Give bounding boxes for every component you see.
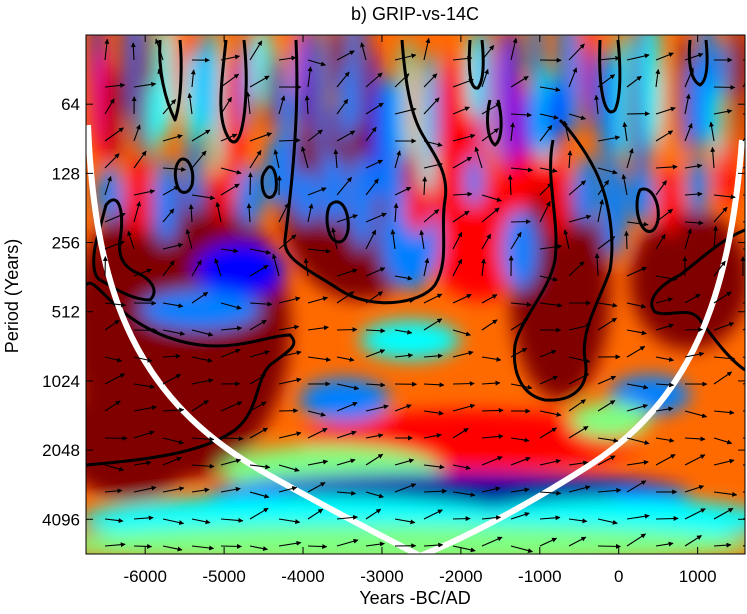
chart-title: b) GRIP-vs-14C: [351, 4, 479, 24]
phase-arrow: [221, 438, 243, 439]
phase-arrow: [453, 384, 474, 385]
short-period-stripe: [307, 73, 319, 170]
y-tick-label: 4096: [42, 510, 80, 529]
short-period-stripe: [587, 47, 598, 130]
short-period-stripe: [265, 55, 280, 129]
plot-area: [40, 0, 747, 565]
y-tick-label: 256: [52, 234, 80, 253]
y-tick-label: 64: [61, 95, 80, 114]
heat-region: [60, 380, 200, 500]
y-tick-label: 128: [52, 164, 80, 183]
short-period-stripe: [507, 31, 518, 99]
short-period-stripe: [715, 38, 728, 100]
x-tick-label: 1000: [679, 567, 717, 586]
y-tick-label: 1024: [42, 372, 80, 391]
cool-region: [195, 242, 285, 298]
phase-arrow: [482, 410, 503, 411]
phase-arrow: [714, 87, 735, 88]
phase-arrow: [598, 546, 621, 547]
stripe-tail: [378, 149, 403, 207]
x-tick-label: -3000: [360, 567, 403, 586]
stripe-tail: [321, 154, 347, 225]
phase-arrow: [685, 330, 703, 331]
x-tick-label: 0: [614, 567, 623, 586]
phase-arrow: [308, 546, 327, 547]
y-axis-label: Period (Years): [2, 239, 22, 353]
short-period-stripe: [198, 29, 211, 131]
cool-region: [140, 290, 260, 330]
x-tick-label: -2000: [439, 567, 482, 586]
short-period-stripe: [96, 56, 112, 170]
stripe-tail: [522, 153, 539, 205]
phase-arrow: [656, 518, 678, 519]
stripe-tail: [601, 160, 626, 258]
stripe-tail: [658, 163, 682, 235]
phase-arrow: [511, 222, 530, 223]
x-tick-label: -6000: [123, 567, 166, 586]
phase-arrow: [337, 330, 357, 331]
x-axis-label: Years -BC/AD: [359, 588, 470, 608]
stripe-tail: [97, 165, 122, 221]
stripe-tail: [350, 154, 375, 249]
x-tick-label: -1000: [518, 567, 561, 586]
phase-arrow: [221, 546, 242, 547]
stripe-tail: [124, 160, 151, 237]
stripe-tail: [212, 163, 231, 224]
phase-arrow: [626, 231, 627, 249]
phase-arrow: [250, 173, 251, 195]
y-tick-label: 512: [52, 303, 80, 322]
stripe-tail: [293, 169, 319, 224]
x-tick-label: -5000: [202, 567, 245, 586]
x-tick-label: -4000: [281, 567, 324, 586]
short-period-stripe: [644, 19, 661, 150]
stripe-tail: [493, 159, 511, 225]
phase-arrow: [453, 519, 470, 520]
short-period-stripe: [156, 23, 173, 139]
stripe-tail: [404, 182, 431, 235]
short-period-stripe: [318, 19, 328, 170]
phase-arrow: [134, 546, 152, 547]
phase-arrow: [134, 330, 157, 331]
y-tick-label: 2048: [42, 441, 80, 460]
